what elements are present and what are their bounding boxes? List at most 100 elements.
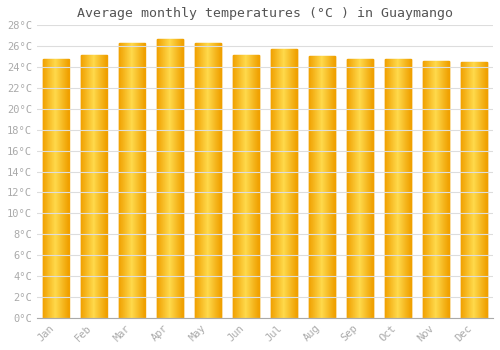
Bar	[81, 55, 82, 318]
Bar	[486, 62, 488, 318]
Bar	[392, 59, 394, 318]
Bar	[354, 59, 356, 318]
Bar	[314, 56, 316, 318]
Bar	[45, 59, 46, 318]
Bar	[89, 55, 90, 318]
Bar	[127, 43, 128, 318]
Bar	[284, 49, 286, 318]
Bar	[93, 55, 94, 318]
Bar	[138, 43, 139, 318]
Bar	[482, 62, 484, 318]
Bar	[426, 61, 428, 318]
Title: Average monthly temperatures (°C ) in Guaymango: Average monthly temperatures (°C ) in Gu…	[77, 7, 453, 20]
Bar	[99, 55, 100, 318]
Bar	[158, 39, 159, 318]
Bar	[282, 49, 284, 318]
Bar	[57, 59, 58, 318]
Bar	[91, 55, 92, 318]
Bar	[432, 61, 434, 318]
Bar	[178, 39, 179, 318]
Bar	[352, 59, 354, 318]
Bar	[484, 62, 486, 318]
Bar	[258, 55, 259, 318]
Bar	[87, 55, 88, 318]
Bar	[160, 39, 161, 318]
Bar	[44, 59, 45, 318]
Bar	[203, 43, 204, 318]
Bar	[172, 39, 173, 318]
Bar	[54, 59, 55, 318]
Bar	[244, 55, 246, 318]
Bar	[177, 39, 178, 318]
Bar	[164, 39, 165, 318]
Bar	[118, 43, 119, 318]
Bar	[400, 59, 402, 318]
Bar	[312, 56, 314, 318]
Bar	[434, 61, 436, 318]
Bar	[126, 43, 127, 318]
Bar	[388, 59, 390, 318]
Bar	[132, 43, 133, 318]
Bar	[470, 62, 472, 318]
Bar	[173, 39, 174, 318]
Bar	[98, 55, 99, 318]
Bar	[162, 39, 163, 318]
Bar	[256, 55, 257, 318]
Bar	[250, 55, 251, 318]
Bar	[130, 43, 131, 318]
Bar	[207, 43, 208, 318]
Bar	[53, 59, 54, 318]
Bar	[320, 56, 322, 318]
Bar	[350, 59, 352, 318]
Bar	[128, 43, 129, 318]
Bar	[324, 56, 326, 318]
Bar	[252, 55, 253, 318]
Bar	[68, 59, 69, 318]
Bar	[280, 49, 281, 318]
Bar	[219, 43, 220, 318]
Bar	[143, 43, 144, 318]
Bar	[42, 59, 43, 318]
Bar	[122, 43, 123, 318]
Bar	[408, 59, 410, 318]
Bar	[103, 55, 104, 318]
Bar	[58, 59, 59, 318]
Bar	[123, 43, 124, 318]
Bar	[446, 61, 448, 318]
Bar	[216, 43, 217, 318]
Bar	[240, 55, 242, 318]
Bar	[60, 59, 61, 318]
Bar	[104, 55, 105, 318]
Bar	[137, 43, 138, 318]
Bar	[52, 59, 53, 318]
Bar	[246, 55, 248, 318]
Bar	[356, 59, 358, 318]
Bar	[249, 55, 250, 318]
Bar	[211, 43, 212, 318]
Bar	[360, 59, 362, 318]
Bar	[125, 43, 126, 318]
Bar	[176, 39, 177, 318]
Bar	[206, 43, 207, 318]
Bar	[316, 56, 318, 318]
Bar	[94, 55, 95, 318]
Bar	[124, 43, 125, 318]
Bar	[217, 43, 218, 318]
Bar	[50, 59, 51, 318]
Bar	[308, 56, 310, 318]
Bar	[121, 43, 122, 318]
Bar	[90, 55, 91, 318]
Bar	[140, 43, 141, 318]
Bar	[139, 43, 140, 318]
Bar	[430, 61, 432, 318]
Bar	[47, 59, 48, 318]
Bar	[372, 59, 374, 318]
Bar	[210, 43, 211, 318]
Bar	[65, 59, 66, 318]
Bar	[278, 49, 280, 318]
Bar	[85, 55, 86, 318]
Bar	[322, 56, 324, 318]
Bar	[288, 49, 290, 318]
Bar	[67, 59, 68, 318]
Bar	[106, 55, 107, 318]
